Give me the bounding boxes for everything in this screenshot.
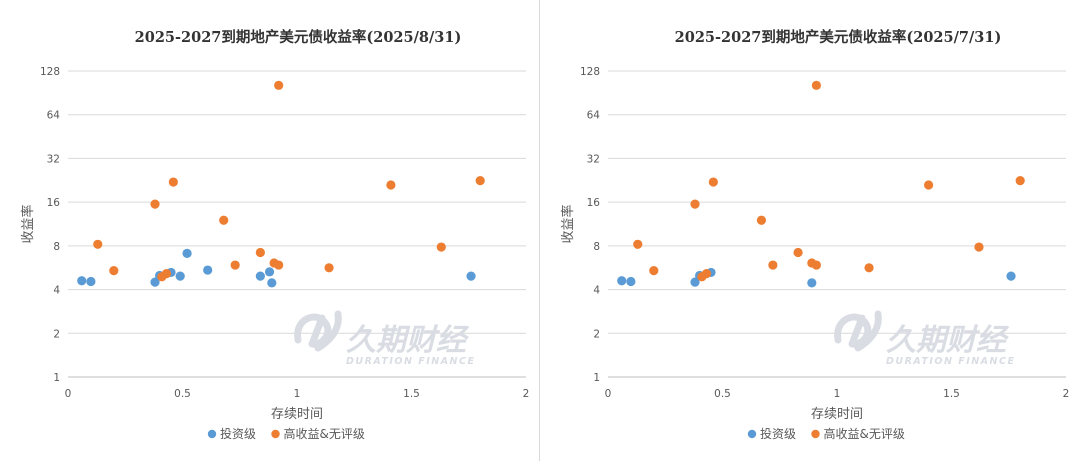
watermark-brand: 久期财经 bbox=[886, 323, 1010, 358]
data-point-high-yield bbox=[708, 177, 718, 187]
data-point-high-yield bbox=[1015, 176, 1025, 186]
data-point-high-yield bbox=[386, 180, 396, 190]
scatter-chart-aug: 2025-2027到期地产美元债收益率(2025/8/31) 1 2 4 8 16 32 64… bbox=[20, 28, 530, 441]
chart-panel-right: 2025-2027到期地产美元债收益率(2025/7/31) 1 2 4 8 16 32 64… bbox=[540, 0, 1080, 461]
y-axis-title: 收益率 bbox=[20, 204, 36, 243]
y-tick-label: 2 bbox=[53, 328, 60, 340]
data-point-investment-grade bbox=[626, 276, 636, 287]
y-tick-label: 8 bbox=[53, 241, 60, 253]
x-tick-label: 0 bbox=[605, 388, 612, 400]
y-tick-label: 16 bbox=[47, 197, 61, 209]
data-point-high-yield bbox=[255, 247, 265, 258]
data-point-high-yield bbox=[974, 242, 984, 252]
y-tick-label: 2 bbox=[593, 328, 600, 340]
data-point-investment-grade bbox=[466, 271, 476, 281]
legend-marker bbox=[747, 429, 757, 439]
data-point-investment-grade bbox=[203, 265, 213, 275]
data-point-high-yield bbox=[150, 199, 160, 209]
data-point-investment-grade bbox=[807, 278, 817, 288]
data-point-high-yield bbox=[811, 80, 821, 90]
data-point-high-yield bbox=[924, 180, 934, 190]
legend-label: 投资级 bbox=[220, 426, 256, 441]
data-point-investment-grade bbox=[182, 248, 192, 258]
watermark-mark bbox=[834, 310, 882, 352]
legend-marker bbox=[811, 429, 820, 439]
data-point-high-yield bbox=[701, 269, 712, 279]
data-point-investment-grade bbox=[264, 267, 275, 277]
panel-divider bbox=[539, 0, 540, 461]
data-point-investment-grade bbox=[690, 277, 700, 287]
data-point-high-yield bbox=[109, 266, 119, 276]
watermark-mark bbox=[294, 310, 342, 352]
data-point-high-yield bbox=[756, 215, 767, 225]
legend-marker bbox=[271, 429, 280, 439]
watermark-sub: DURATION FINANCE bbox=[346, 356, 475, 367]
data-point-high-yield bbox=[93, 239, 103, 249]
legend-label: 高收益&无评级 bbox=[824, 426, 905, 441]
legend-label: 投资级 bbox=[760, 426, 796, 441]
x-tick-label: 2 bbox=[1063, 388, 1070, 400]
data-point-high-yield bbox=[475, 176, 485, 186]
y-tick-label: 64 bbox=[47, 110, 61, 122]
x-tick-label: 0.5 bbox=[714, 388, 731, 400]
chart-title: 2025-2027到期地产美元债收益率(2025/7/31) bbox=[675, 28, 1002, 46]
y-tick-label: 64 bbox=[587, 110, 601, 122]
y-tick-label: 4 bbox=[53, 285, 60, 297]
data-point-high-yield bbox=[864, 263, 874, 273]
y-tick-label: 128 bbox=[580, 66, 600, 78]
x-axis-title: 存续时间 bbox=[811, 407, 863, 422]
x-tick-label: 1.5 bbox=[943, 388, 960, 400]
data-point-high-yield bbox=[274, 80, 284, 90]
data-point-investment-grade bbox=[175, 271, 185, 281]
data-point-investment-grade bbox=[267, 278, 277, 288]
data-point-high-yield bbox=[793, 247, 803, 258]
data-point-high-yield bbox=[690, 199, 700, 209]
data-point-investment-grade bbox=[86, 276, 96, 287]
x-axis-title: 存续时间 bbox=[271, 407, 323, 422]
data-point-high-yield bbox=[633, 239, 643, 249]
y-tick-label: 8 bbox=[593, 241, 600, 253]
data-point-high-yield bbox=[436, 242, 446, 252]
y-tick-label: 16 bbox=[587, 197, 601, 209]
data-point-high-yield bbox=[161, 269, 172, 279]
chart-title: 2025-2027到期地产美元债收益率(2025/8/31) bbox=[135, 28, 462, 46]
data-point-investment-grade bbox=[77, 276, 87, 286]
data-point-investment-grade bbox=[1006, 271, 1016, 281]
data-point-investment-grade bbox=[150, 277, 160, 287]
watermark-sub: DURATION FINANCE bbox=[886, 356, 1015, 367]
data-point-high-yield bbox=[230, 260, 240, 270]
y-tick-label: 1 bbox=[53, 372, 60, 384]
x-tick-label: 0.5 bbox=[174, 388, 191, 400]
data-point-high-yield bbox=[811, 260, 821, 270]
data-point-high-yield bbox=[168, 177, 178, 187]
data-point-high-yield bbox=[219, 215, 229, 225]
data-point-high-yield bbox=[274, 260, 284, 270]
data-point-investment-grade bbox=[255, 271, 265, 281]
y-tick-label: 32 bbox=[47, 153, 60, 165]
y-axis-title: 收益率 bbox=[560, 204, 576, 243]
x-tick-label: 1 bbox=[834, 388, 841, 400]
legend-marker bbox=[207, 429, 217, 439]
y-tick-label: 32 bbox=[587, 153, 600, 165]
x-tick-label: 2 bbox=[523, 388, 530, 400]
y-tick-label: 1 bbox=[593, 372, 600, 384]
x-tick-label: 1.5 bbox=[403, 388, 420, 400]
x-tick-label: 1 bbox=[294, 388, 301, 400]
y-tick-label: 128 bbox=[40, 66, 60, 78]
data-point-investment-grade bbox=[617, 276, 627, 286]
scatter-chart-jul: 2025-2027到期地产美元债收益率(2025/7/31) 1 2 4 8 16 32 64… bbox=[560, 28, 1070, 441]
y-tick-label: 4 bbox=[593, 285, 600, 297]
data-point-high-yield bbox=[324, 263, 334, 273]
legend-label: 高收益&无评级 bbox=[284, 426, 365, 441]
chart-panel-left: 2025-2027到期地产美元债收益率(2025/8/31) 1 2 4 8 16 32 64… bbox=[0, 0, 539, 461]
x-tick-label: 0 bbox=[65, 388, 72, 400]
watermark-brand: 久期财经 bbox=[346, 323, 470, 358]
data-point-high-yield bbox=[649, 266, 659, 276]
data-point-high-yield bbox=[768, 260, 778, 270]
